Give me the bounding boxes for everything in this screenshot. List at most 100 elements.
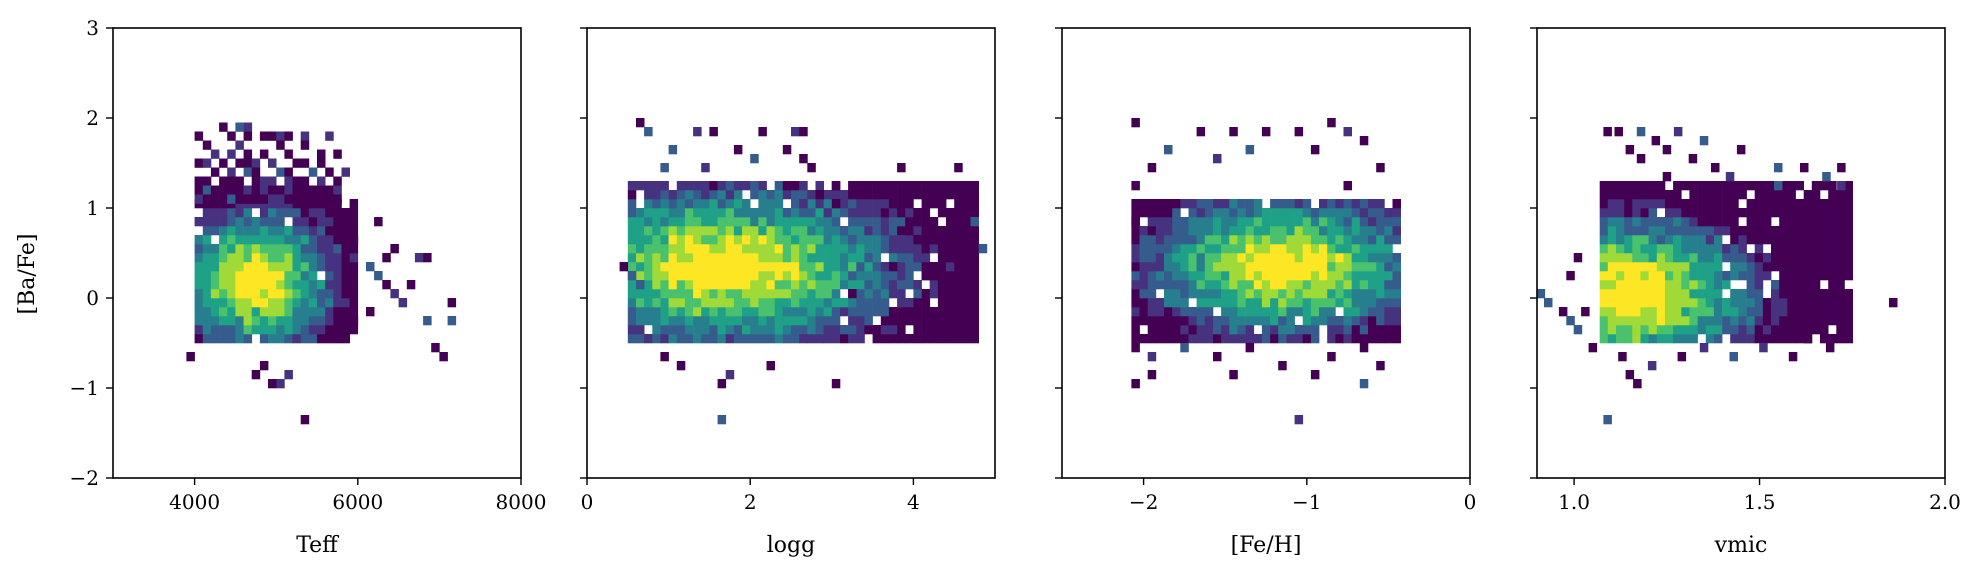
heatmap-cell [1640,325,1649,335]
heatmap-cell [668,280,678,290]
heatmap-cell [636,235,645,245]
heatmap-cell [856,298,865,308]
heatmap-cell [946,244,955,254]
heatmap-cell [333,194,342,204]
heatmap-cell [1779,181,1788,191]
heatmap-cell [1738,316,1747,326]
heatmap-cell [840,298,849,308]
heatmap-cell [219,262,228,272]
heatmap-cell [202,307,212,317]
heatmap-cell [1343,289,1352,299]
heatmap-cell [774,289,784,299]
heatmap-cell [349,208,359,218]
heatmap-cell [709,262,718,272]
heatmap-cell [1302,208,1312,218]
heatmap-cell [1779,235,1788,245]
heatmap-cell [684,181,694,191]
heatmap-cell [1319,208,1328,218]
heatmap-cell [954,190,963,200]
heatmap-cell [644,127,653,137]
heatmap-cell [1286,271,1295,281]
heatmap-cell [1607,244,1617,254]
heatmap-cell [1640,316,1649,326]
heatmap-cell [921,325,931,335]
heatmap-cell [1811,217,1821,227]
heatmap-cell [1261,298,1271,308]
heatmap-cell [1351,226,1361,236]
heatmap-cell [848,253,857,263]
heatmap-cell [1278,334,1287,344]
heatmap-cell [1762,181,1772,191]
heatmap-cell [1286,217,1295,227]
heatmap-cell [1648,289,1658,299]
heatmap-cell [1237,298,1246,308]
heatmap-cell [701,289,710,299]
heatmap-cell [1754,226,1764,236]
heatmap-cell [831,208,841,218]
heatmap-cell [880,334,890,344]
heatmap-cell [1705,208,1715,218]
heatmap-cell [1632,226,1641,236]
heatmap-cell [259,208,269,218]
heatmap-cell [1253,217,1263,227]
heatmap-cell [848,280,857,290]
heatmap-cell [333,307,342,317]
heatmap-cell [766,253,775,263]
heatmap-cell [1196,316,1206,326]
heatmap-cell [194,334,204,344]
heatmap-cell [652,280,661,290]
x-tick-label: 1.0 [1558,490,1590,514]
heatmap-cell [897,298,906,308]
heatmap-cell [1705,298,1715,308]
heatmap-cell [210,271,220,281]
heatmap-cell [333,289,342,299]
heatmap-cell [1237,307,1246,317]
heatmap-cell [627,325,637,335]
heatmap-cell [684,289,694,299]
heatmap-cell [1147,334,1157,344]
heatmap-cell [1261,253,1271,263]
heatmap-cell [219,122,228,132]
heatmap-cell [644,226,653,236]
heatmap-cell [872,199,882,209]
heatmap-cell [1139,199,1148,209]
heatmap-cell [791,253,800,263]
heatmap-cell [235,208,244,218]
heatmap-cell [1713,244,1723,254]
heatmap-cell [1647,361,1657,371]
heatmap-cell [676,217,686,227]
heatmap-cell [1392,298,1401,308]
heatmap-cell [897,181,906,191]
heatmap-cell [341,226,350,236]
heatmap-cell [1689,298,1698,308]
heatmap-cell [684,334,694,344]
heatmap-cell [259,361,269,371]
heatmap-cell [1343,307,1352,317]
heatmap-cell [1624,253,1633,263]
heatmap-cell [1648,325,1658,335]
heatmap-cell [210,307,220,317]
heatmap-cell [259,244,269,254]
heatmap-cell [946,235,955,245]
heatmap-cell [1286,307,1295,317]
heatmap-cell [1662,172,1672,182]
heatmap-cell [1392,334,1401,344]
heatmap-cell [1319,199,1328,209]
heatmap-cell [1147,325,1157,335]
heatmap-cell [1270,325,1279,335]
heatmap-cells [186,122,457,425]
heatmap-cell [1722,190,1731,200]
heatmap-cell [1188,199,1197,209]
heatmap-cell [636,316,645,326]
heatmap-cell [807,199,816,209]
heatmap-cell [259,280,269,290]
heatmap-cell [235,235,244,245]
heatmap-cell [1302,226,1312,236]
heatmap-cell [1213,253,1222,263]
heatmap-cell [652,199,661,209]
heatmap-cell [1213,262,1222,272]
heatmap-cell [1705,289,1715,299]
heatmap-cell [1689,208,1698,218]
heatmap-cell [1221,208,1230,218]
heatmap-cell [366,307,375,317]
